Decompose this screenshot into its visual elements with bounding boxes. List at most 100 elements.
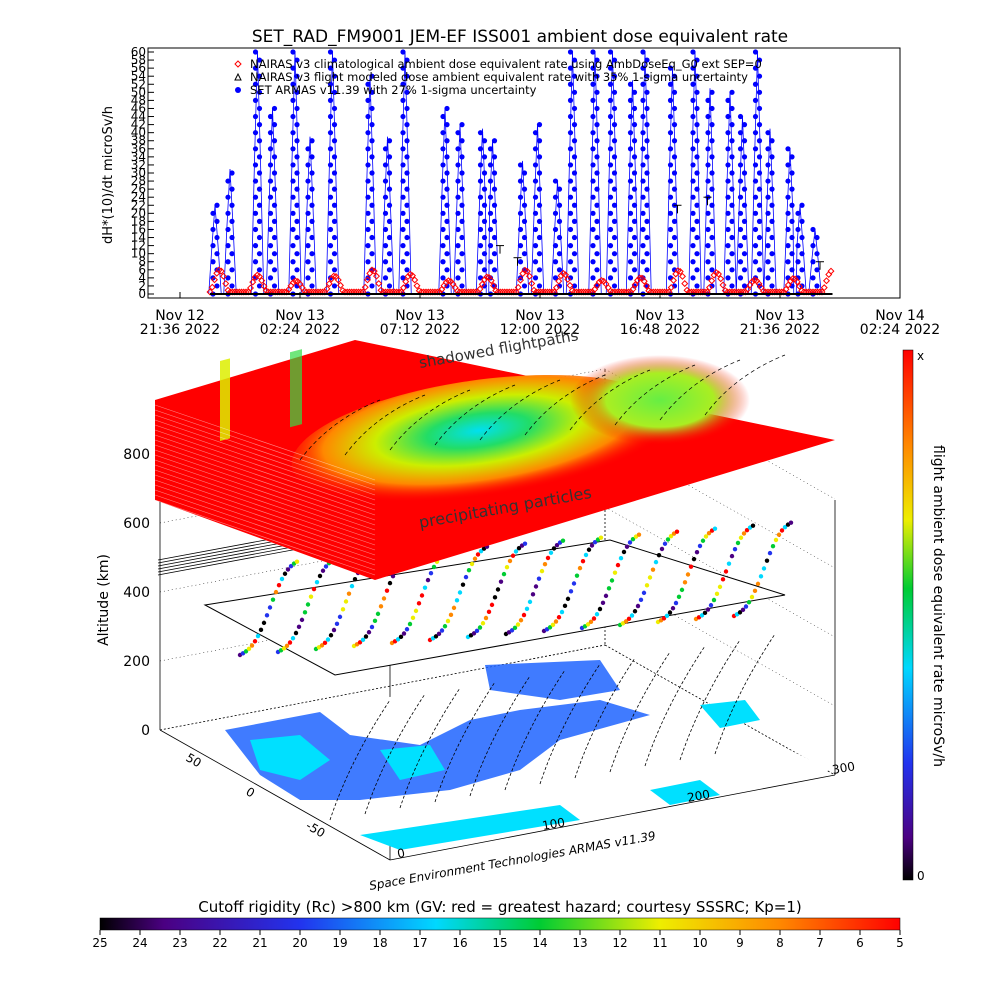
armas-point	[404, 154, 410, 160]
y-tick-label: 36	[131, 142, 146, 156]
armas-point	[705, 243, 711, 249]
armas-point	[256, 234, 263, 241]
armas-point	[671, 218, 678, 224]
orbit-track-point	[279, 576, 285, 582]
armas-point	[331, 57, 338, 63]
armas-point	[571, 122, 578, 128]
armas-point	[552, 259, 559, 265]
armas-point	[785, 226, 791, 233]
nairas-clim-point	[642, 282, 651, 290]
armas-point	[290, 162, 296, 168]
orbit-track-point	[477, 625, 483, 630]
armas-point	[290, 146, 296, 152]
armas-point	[769, 218, 775, 224]
armas-point	[705, 275, 711, 281]
armas-point	[305, 194, 311, 200]
orbit-track-point	[682, 580, 688, 585]
armas-point	[729, 105, 735, 112]
floor-track	[539, 663, 601, 785]
armas-point	[517, 243, 524, 249]
slab-layer-line	[154, 404, 376, 481]
armas-point	[365, 243, 371, 249]
armas-point	[756, 186, 763, 192]
armas-point	[532, 178, 539, 184]
armas-point	[556, 251, 563, 257]
armas-point	[481, 186, 488, 192]
armas-point	[667, 113, 674, 120]
orbit-track-point	[548, 550, 554, 555]
armas-point	[382, 259, 389, 265]
armas-point	[709, 154, 715, 160]
orbit-track-point	[469, 561, 475, 567]
colorbar-right-title: flight ambient dose equivalent rate micr…	[930, 445, 946, 767]
armas-point	[694, 105, 700, 112]
x-tick-label: 16:48 2022	[620, 322, 700, 338]
orbit-track-point	[664, 613, 670, 619]
orbit-track-point	[559, 609, 565, 615]
armas-point	[644, 73, 650, 79]
armas-point	[756, 138, 763, 144]
slab-track	[434, 384, 516, 446]
armas-point	[404, 234, 410, 241]
armas-point	[611, 283, 618, 289]
armas-point	[229, 186, 235, 192]
armas-point	[705, 226, 711, 233]
armas-point	[327, 210, 334, 216]
armas-point	[365, 226, 371, 233]
armas-point	[594, 154, 600, 160]
armas-point	[671, 170, 678, 176]
orbit-track-point	[322, 640, 328, 646]
armas-point	[594, 170, 600, 176]
armas-point	[756, 218, 763, 224]
orbit-track-point	[776, 532, 782, 537]
orbit-track-point	[308, 594, 314, 599]
orbit-track-point	[276, 582, 282, 588]
armas-point	[785, 275, 791, 281]
armas-point	[571, 105, 578, 112]
orbit-track-point	[674, 529, 680, 534]
armas-point	[725, 178, 731, 184]
y-tick-label: 6	[138, 263, 146, 277]
orbit-track-point	[749, 594, 755, 600]
armas-point	[290, 65, 296, 71]
armas-point	[607, 259, 614, 265]
orbit-track-point	[598, 535, 604, 540]
armas-point	[290, 113, 296, 120]
y-tick-label: 26	[131, 182, 146, 196]
armas-point	[640, 113, 646, 120]
armas-point	[644, 251, 650, 257]
armas-point	[309, 170, 315, 176]
orbit-track-point	[334, 621, 340, 627]
nairas-clim-point	[408, 272, 417, 280]
armas-point	[571, 283, 578, 289]
armas-point	[607, 113, 614, 120]
armas-point	[552, 275, 559, 281]
armas-point	[567, 243, 574, 249]
armas-point	[631, 186, 638, 192]
armas-point	[400, 178, 406, 184]
armas-point	[294, 267, 300, 273]
armas-point	[252, 130, 259, 136]
armas-point	[725, 194, 731, 200]
armas-point	[386, 251, 393, 257]
armas-point	[631, 170, 638, 176]
armas-point	[756, 170, 763, 176]
x-tick-label: 21:36 2022	[140, 322, 220, 338]
armas-point	[309, 154, 315, 160]
nairas-clim-point	[566, 281, 574, 289]
orbit-track-point	[463, 574, 469, 580]
armas-point	[694, 283, 700, 289]
armas-point	[305, 178, 311, 184]
armas-point	[400, 226, 406, 233]
y-tick-label: 46	[131, 101, 146, 115]
slab-layer-line	[154, 444, 376, 521]
y-tick-label: 44	[131, 110, 146, 124]
armas-point	[671, 234, 678, 241]
armas-point	[521, 251, 528, 257]
armas-point	[611, 154, 618, 160]
orbit-track-point	[738, 535, 744, 540]
armas-point	[294, 154, 300, 160]
bottom-colorbar-tick-label: 5	[896, 936, 904, 950]
armas-point	[765, 194, 771, 200]
slab-layer-line	[154, 409, 376, 486]
